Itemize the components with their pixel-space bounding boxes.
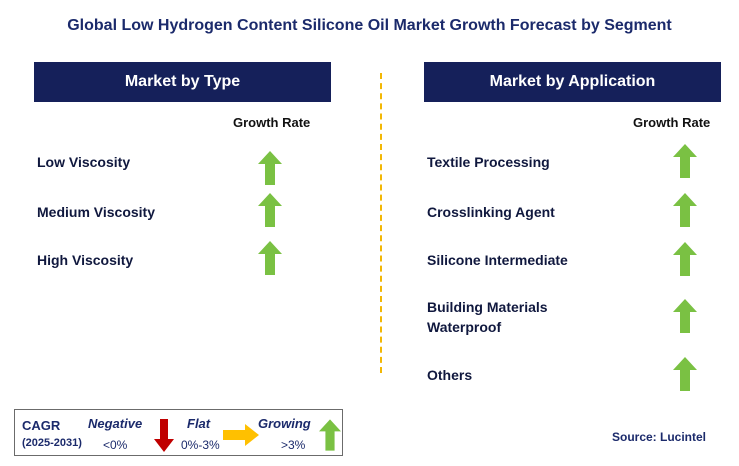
- legend-cagr-label: CAGR: [22, 418, 61, 433]
- legend-period: (2025-2031): [22, 437, 82, 449]
- right-growth-rate-header: Growth Rate: [633, 115, 711, 130]
- growing-arrow-icon: [673, 193, 697, 227]
- growing-arrow-icon: [258, 241, 282, 275]
- type-item-high-viscosity: High Viscosity: [37, 252, 134, 268]
- growing-arrow-icon: [673, 144, 697, 178]
- growing-arrow-icon: [673, 242, 697, 276]
- legend-flat-value: 0%-3%: [181, 438, 220, 452]
- growing-arrow-icon: [673, 357, 697, 391]
- market-by-application-header: Market by Application: [424, 62, 721, 102]
- application-item-silicone-intermediate: Silicone Intermediate: [427, 252, 568, 268]
- panel-divider: [380, 73, 382, 373]
- market-by-type-header: Market by Type: [34, 62, 331, 102]
- type-item-low-viscosity: Low Viscosity: [37, 154, 131, 170]
- growing-arrow-icon: [258, 193, 282, 227]
- legend-growing-value: >3%: [281, 438, 306, 452]
- legend-flat-label: Flat: [187, 416, 211, 431]
- application-item-crosslinking-agent: Crosslinking Agent: [427, 204, 555, 220]
- application-item-building-materials-waterproof: Building Materials Waterproof: [427, 299, 548, 335]
- legend-growing-label: Growing: [258, 416, 311, 431]
- legend-negative-label: Negative: [88, 416, 143, 431]
- source-note: Source: Lucintel: [612, 430, 707, 444]
- growing-arrow-icon: [258, 151, 282, 185]
- flat-arrow-icon: [223, 424, 259, 446]
- page-title: Global Low Hydrogen Content Silicone Oil…: [67, 17, 672, 34]
- growing-arrow-icon: [319, 419, 341, 451]
- type-item-medium-viscosity: Medium Viscosity: [37, 204, 156, 220]
- negative-arrow-icon: [154, 419, 174, 452]
- cagr-legend: CAGR (2025-2031) Negative <0% Flat 0%-3%…: [14, 409, 343, 456]
- application-item-others: Others: [427, 367, 473, 383]
- legend-negative-value: <0%: [103, 438, 128, 452]
- application-item-textile-processing: Textile Processing: [427, 154, 550, 170]
- left-growth-rate-header: Growth Rate: [233, 115, 311, 130]
- growing-arrow-icon: [673, 299, 697, 333]
